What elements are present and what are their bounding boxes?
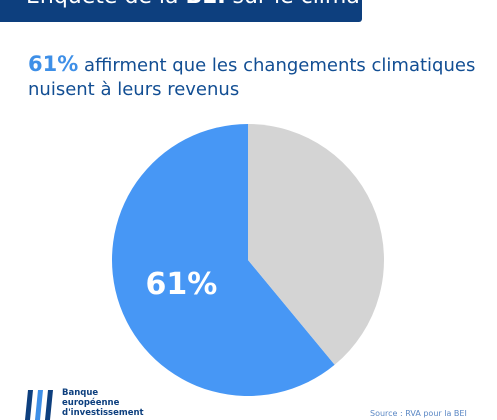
logo-line-1: Banque <box>62 388 99 398</box>
logo-line-2: européenne <box>62 398 120 408</box>
headline: 61% affirment que les changements climat… <box>28 52 478 102</box>
banner-title-suffix: sur le climat <box>226 0 369 9</box>
eib-logo-text: Banque européenne d'investissement <box>62 388 182 418</box>
pie-slice-label-0: 61% <box>146 267 218 302</box>
banner-title-bold: BEI <box>186 0 226 9</box>
headline-text: affirment que les changements climatique… <box>28 55 476 100</box>
logo-line-3: d'investissement <box>62 408 144 418</box>
headline-percent: 61% <box>28 52 79 76</box>
banner-title: Enquête de la BEI sur le climat <box>26 0 368 11</box>
source-note: Source : RVA pour la BEI <box>370 409 467 418</box>
pie-slice-0 <box>112 124 335 396</box>
banner-title-prefix: Enquête de la <box>26 0 186 9</box>
pie-slice-1 <box>248 123 385 365</box>
eib-logo-icon <box>25 390 53 420</box>
title-banner: Enquête de la BEI sur le climat <box>0 0 368 22</box>
